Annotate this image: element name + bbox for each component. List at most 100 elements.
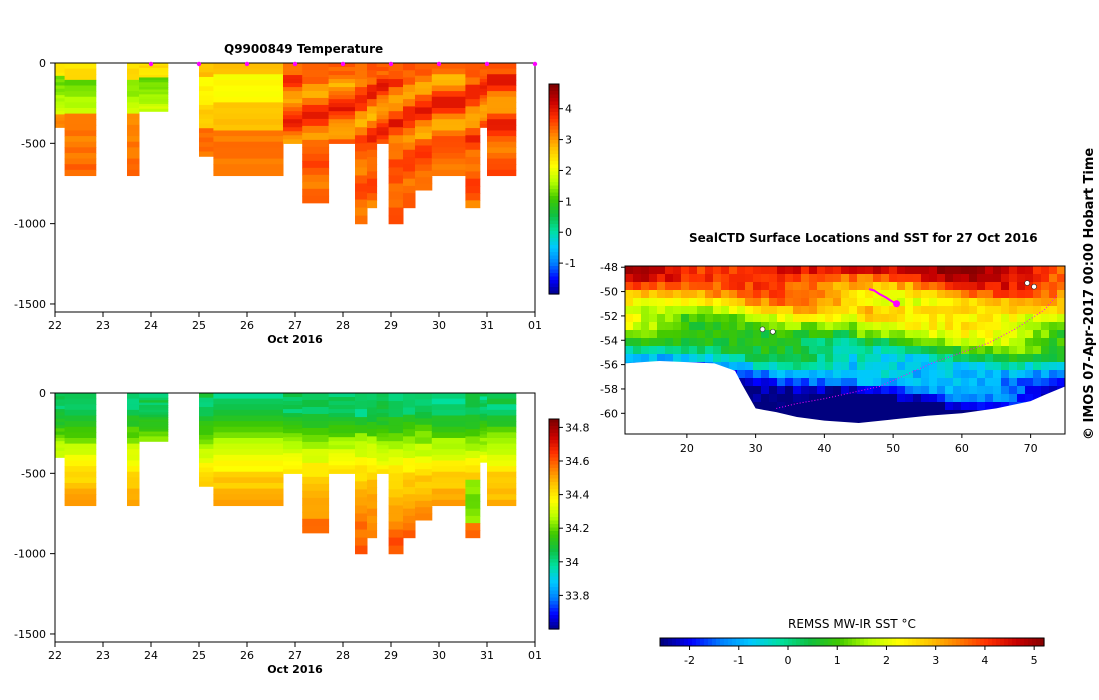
sst-cell — [1041, 330, 1050, 339]
sst-cell — [913, 338, 922, 347]
profile-cell — [367, 472, 378, 481]
salinity-colorbar-swatch — [549, 482, 559, 487]
profile-cell — [388, 521, 404, 531]
profile-cell — [403, 128, 416, 136]
profile-cell — [403, 142, 416, 151]
profile-cell — [487, 415, 517, 422]
profile-cell — [64, 460, 97, 467]
sst-colorbar-swatch — [776, 638, 781, 646]
sst-cell — [1049, 306, 1058, 315]
sst-cell — [889, 314, 898, 323]
sst-cell — [761, 290, 770, 299]
sst-cell — [921, 330, 930, 339]
profile-cell — [376, 401, 390, 406]
profile-cell — [355, 95, 368, 104]
sst-cell — [913, 346, 922, 355]
profile-cell — [199, 397, 214, 403]
sst-cell — [993, 306, 1002, 315]
sst-cell — [697, 346, 706, 355]
sst-cell — [801, 330, 810, 339]
salinity-colorbar-swatch — [549, 506, 559, 511]
sst-cell — [865, 346, 874, 355]
sst-cell — [825, 410, 834, 419]
profile-cell — [487, 147, 517, 154]
profile-cell — [64, 169, 97, 177]
profile-cell — [139, 412, 169, 416]
profile-cell — [487, 141, 517, 148]
map-frame — [624, 265, 1066, 435]
profile-cell — [127, 63, 140, 70]
sst-cell — [721, 330, 730, 339]
profile-cell — [487, 426, 517, 433]
salinity-colorbar-swatch — [549, 594, 559, 599]
seal-location-marker — [1031, 283, 1037, 290]
profile-cell — [431, 482, 466, 490]
x-axis-tick-label: 31 — [480, 649, 494, 662]
profile-cell — [283, 111, 303, 116]
sst-cell — [1033, 314, 1042, 323]
sst-cell — [849, 266, 858, 275]
profile-cell — [403, 494, 416, 503]
profile-cell — [199, 476, 214, 483]
sst-cell — [1033, 298, 1042, 307]
x-axis-tick-label: 29 — [384, 649, 398, 662]
profile-cell — [302, 490, 330, 499]
profile-cell — [127, 147, 140, 154]
sst-cell — [921, 290, 930, 299]
profile-cell — [55, 393, 66, 397]
sst-cell — [761, 386, 770, 395]
profile-cell — [403, 407, 416, 416]
sst-colorbar-swatch — [728, 638, 733, 646]
sst-colorbar-swatch — [784, 638, 789, 646]
sst-cell — [977, 402, 986, 411]
sst-cell — [633, 282, 642, 291]
profile-time-marker — [292, 61, 298, 67]
sst-cell — [1057, 346, 1066, 355]
profile-cell — [328, 119, 356, 124]
sst-cell — [993, 386, 1002, 395]
profile-cell — [139, 402, 169, 406]
sst-cell — [745, 386, 754, 395]
sst-cell — [833, 378, 842, 387]
profile-cell — [64, 107, 97, 115]
sst-cell — [865, 410, 874, 419]
profile-cell — [328, 71, 356, 76]
profile-cell — [415, 462, 433, 470]
sst-cell — [681, 338, 690, 347]
sst-cell — [961, 362, 970, 371]
profile-cell — [64, 96, 97, 103]
salinity-colorbar-swatch — [549, 422, 559, 427]
sst-cell — [745, 314, 754, 323]
sst-cell — [737, 346, 746, 355]
salinity-colorbar-swatch — [549, 608, 559, 613]
sst-cell — [705, 282, 714, 291]
profile-cell — [367, 530, 378, 539]
sst-cell — [625, 306, 634, 315]
profile-cell — [55, 107, 66, 112]
sst-cell — [841, 354, 850, 363]
sst-cell — [969, 274, 978, 283]
sst-cell — [905, 282, 914, 291]
profile-cell — [431, 102, 466, 109]
sst-cell — [657, 346, 666, 355]
profile-cell — [403, 91, 416, 100]
salinity-colorbar-swatch — [549, 433, 559, 438]
temperature-colorbar-swatch — [549, 164, 559, 169]
profile-cell — [367, 120, 378, 129]
sst-cell — [817, 370, 826, 379]
profile-cell — [376, 469, 390, 474]
sst-cell — [865, 298, 874, 307]
sst-colorbar-swatch — [1016, 638, 1021, 646]
sst-cell — [833, 290, 842, 299]
profile-cell — [465, 436, 481, 445]
salinity-colorbar-swatch — [549, 520, 559, 525]
sst-cell — [809, 354, 818, 363]
x-axis-tick-label: 22 — [48, 319, 62, 332]
sst-cell — [769, 290, 778, 299]
sst-cell — [793, 298, 802, 307]
sst-cell — [753, 386, 762, 395]
profile-cell — [328, 75, 356, 80]
profile-cell — [367, 99, 378, 107]
sst-cell — [985, 402, 994, 411]
sst-cell — [673, 298, 682, 307]
